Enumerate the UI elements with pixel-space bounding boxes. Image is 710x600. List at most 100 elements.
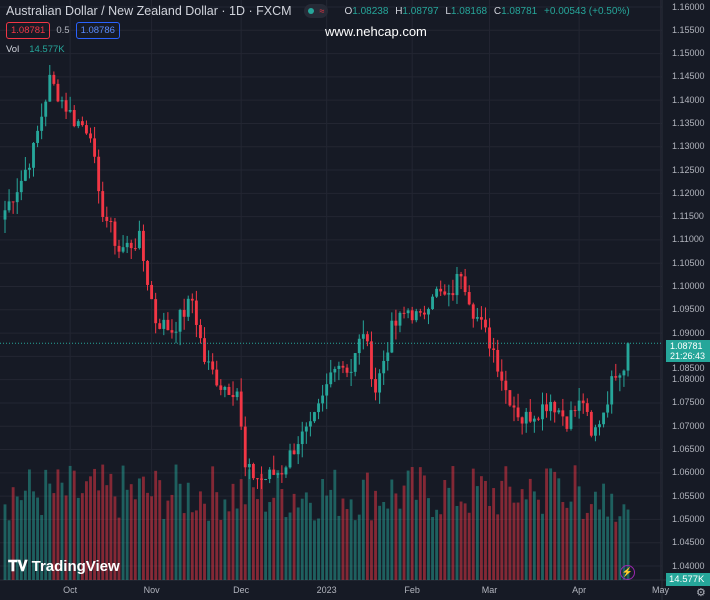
close-value: 1.08781 bbox=[501, 5, 538, 17]
volume-bar bbox=[492, 488, 496, 580]
candle-body bbox=[496, 349, 500, 372]
volume-bar bbox=[280, 489, 284, 580]
candle-body bbox=[520, 417, 524, 424]
gear-icon[interactable]: ⚙ bbox=[696, 587, 706, 599]
volume-bar bbox=[239, 479, 243, 580]
volume-bar bbox=[618, 516, 622, 580]
spread: 0.5 bbox=[56, 25, 70, 36]
tradingview-logo[interactable]: 𝐓𝐕 TradingView bbox=[8, 558, 120, 575]
volume-bar bbox=[235, 508, 239, 580]
price-tick: 1.11500 bbox=[672, 211, 704, 222]
volume-bar bbox=[361, 479, 365, 580]
volume-bar bbox=[85, 481, 88, 580]
candle-body bbox=[137, 230, 141, 249]
candle-body bbox=[292, 450, 296, 455]
bar-countdown: 21:26:43 bbox=[670, 351, 706, 361]
candle-body bbox=[512, 405, 516, 408]
candle-body bbox=[545, 404, 548, 412]
candle-body bbox=[475, 317, 479, 319]
candle-body bbox=[125, 242, 129, 248]
volume-bar bbox=[105, 485, 109, 580]
price-tick: 1.05500 bbox=[672, 490, 705, 501]
volume-bar bbox=[146, 492, 149, 580]
volume-bar bbox=[479, 476, 483, 580]
volume-bar bbox=[52, 493, 56, 580]
volume-bar bbox=[561, 502, 565, 580]
price-tick: 1.15000 bbox=[672, 48, 705, 59]
candle-body bbox=[227, 386, 231, 395]
candle-body bbox=[280, 473, 284, 475]
volume-bar bbox=[349, 499, 353, 580]
candle-body bbox=[418, 311, 422, 313]
volume-bar bbox=[422, 475, 426, 580]
candle-body bbox=[557, 410, 561, 413]
symbol-title[interactable]: Australian Dollar / New Zealand Dollar ·… bbox=[6, 4, 292, 18]
volume-bar bbox=[565, 507, 569, 580]
volume-bar bbox=[109, 473, 113, 580]
candle-body bbox=[186, 298, 190, 317]
volume-bar bbox=[357, 514, 361, 580]
candle-body bbox=[117, 245, 121, 252]
sell-button[interactable]: 1.08781 bbox=[6, 22, 51, 39]
volume-bar bbox=[365, 472, 369, 580]
volume-bar bbox=[308, 502, 312, 580]
candle-body bbox=[536, 418, 540, 420]
volume-bar bbox=[276, 470, 280, 580]
candle-body bbox=[199, 324, 202, 339]
volume-label: Vol bbox=[6, 44, 20, 55]
price-tick: 1.10000 bbox=[672, 281, 705, 291]
candle-body bbox=[207, 361, 211, 363]
candle-body bbox=[532, 418, 536, 422]
low-value: 1.08168 bbox=[450, 5, 488, 17]
volume-bar bbox=[158, 480, 162, 580]
volume-bar bbox=[427, 498, 430, 580]
volume-bar bbox=[610, 493, 614, 580]
volume-bar bbox=[626, 509, 630, 580]
price-tick: 1.06500 bbox=[672, 444, 705, 455]
volume-bar bbox=[541, 513, 544, 580]
candle-body bbox=[264, 479, 268, 481]
candle-body bbox=[439, 288, 443, 292]
volume-bar bbox=[345, 509, 349, 580]
volume-bar bbox=[154, 470, 158, 580]
volume-bar bbox=[414, 499, 418, 580]
candle-body bbox=[109, 221, 113, 223]
candle-body bbox=[341, 365, 345, 368]
volume-bar bbox=[28, 469, 31, 580]
candle-body bbox=[614, 376, 618, 378]
volume-bar bbox=[406, 470, 410, 580]
volume-bar bbox=[394, 493, 398, 580]
time-tick: May bbox=[652, 585, 670, 595]
price-tick: 1.13000 bbox=[672, 141, 705, 152]
candle-body bbox=[15, 192, 19, 203]
volume-bar bbox=[251, 487, 255, 580]
volume-bar bbox=[19, 500, 23, 580]
volume-bar bbox=[80, 493, 84, 580]
candle-body bbox=[374, 379, 377, 393]
lightning-icon[interactable]: ⚡ bbox=[620, 565, 635, 580]
price-tick: 1.09000 bbox=[672, 327, 705, 338]
volume-bar bbox=[467, 512, 471, 580]
volume-bar bbox=[439, 514, 443, 580]
candle-body bbox=[337, 365, 341, 369]
candle-body bbox=[431, 296, 434, 310]
volume-bar bbox=[186, 482, 190, 580]
candle-body bbox=[626, 343, 630, 371]
volume-bar bbox=[313, 520, 316, 580]
volume-bar bbox=[325, 495, 329, 580]
candle-body bbox=[85, 125, 88, 134]
volume-bar bbox=[48, 483, 52, 580]
volume-legend[interactable]: Vol 14.577K bbox=[6, 44, 65, 55]
volume-bar bbox=[602, 483, 605, 580]
candle-body bbox=[235, 391, 239, 398]
buy-button[interactable]: 1.08786 bbox=[75, 22, 120, 39]
candle-body bbox=[121, 247, 125, 252]
volume-bar bbox=[227, 511, 231, 580]
candle-body bbox=[150, 284, 154, 300]
volume-bar bbox=[528, 478, 532, 580]
volume-bar bbox=[203, 503, 206, 580]
volume-value: 14.577K bbox=[29, 44, 65, 55]
volume-bar bbox=[93, 468, 97, 580]
market-status[interactable]: ≈ bbox=[303, 4, 329, 18]
